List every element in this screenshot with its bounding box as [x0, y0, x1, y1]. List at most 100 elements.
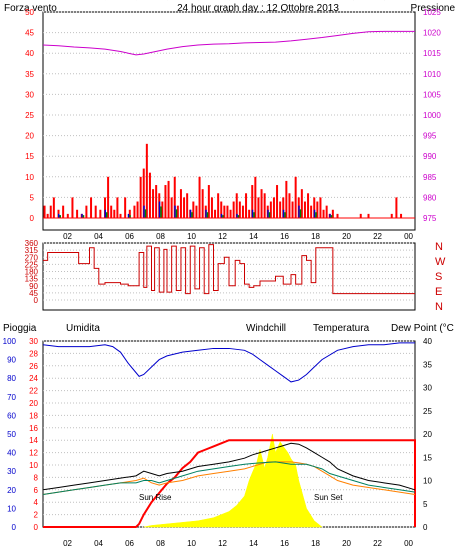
- rain-ytick-label: 6: [34, 486, 39, 495]
- rain-ytick-label: 26: [29, 362, 38, 371]
- temperature-ytick-label: 25: [423, 407, 432, 416]
- pressure-ytick-label: 1015: [423, 49, 441, 58]
- pressure-ytick-label: 1020: [423, 29, 441, 38]
- wind-bar: [251, 185, 254, 218]
- wind-bar: [303, 201, 306, 218]
- pressure-ytick-label: 995: [423, 132, 437, 141]
- direction-ytick-label: 360: [25, 239, 39, 248]
- wind-bar: [62, 205, 65, 218]
- gridlines: [43, 11, 415, 528]
- wind-gust-bar: [59, 215, 61, 218]
- weather-panel: [42, 340, 416, 528]
- legend-dewpoint: Dew Point (°C: [391, 323, 454, 334]
- rain-ytick-label: 10: [29, 461, 38, 470]
- wind-bar: [198, 176, 201, 218]
- pressure-ytick-label: 975: [423, 214, 437, 223]
- pressure-ytick-label: 1000: [423, 111, 441, 120]
- wind-bar: [186, 193, 189, 218]
- wind-bar: [148, 172, 151, 218]
- wind-bar: [52, 197, 55, 218]
- humidity-ytick-label: 90: [7, 356, 16, 365]
- wind-gust-bar: [237, 215, 240, 218]
- weather-xtick-label: 10: [187, 539, 196, 548]
- wind-xtick-label: 00: [404, 232, 413, 241]
- wind-bar: [390, 213, 393, 218]
- wind-xtick-label: 22: [373, 232, 382, 241]
- wind-bar: [201, 189, 204, 218]
- wind-gust-bar: [299, 209, 302, 218]
- compass-label: W: [435, 256, 446, 268]
- weather-xtick-label: 16: [280, 539, 289, 548]
- legend-windchill: Windchill: [246, 323, 286, 334]
- dewpoint-line: [42, 461, 416, 495]
- wind-bar: [245, 193, 248, 218]
- direction-ytick-label: 90: [29, 282, 38, 291]
- wind-bar: [220, 201, 223, 218]
- wind-bar: [214, 209, 217, 218]
- wind-bar: [133, 205, 136, 218]
- wind-bar: [359, 213, 362, 218]
- wind-avg-bar: [81, 213, 83, 218]
- pressure-ytick-label: 990: [423, 152, 437, 161]
- weather-xtick-label: 04: [94, 539, 103, 548]
- humidity-ytick-label: 10: [7, 504, 16, 513]
- wind-ytick-label: 10: [25, 173, 34, 182]
- wind-xtick-label: 18: [311, 232, 320, 241]
- wind-bar: [226, 205, 229, 218]
- humidity-ytick-label: 70: [7, 393, 16, 402]
- humidity-ytick-label: 50: [7, 430, 16, 439]
- wind-avg-bar: [329, 213, 331, 218]
- wind-bar: [395, 197, 398, 218]
- wind-bar: [235, 193, 238, 218]
- wind-gust-bar: [268, 212, 271, 218]
- wind-bar: [210, 197, 213, 218]
- wind-xtick-label: 08: [156, 232, 165, 241]
- wind-bar: [288, 193, 291, 218]
- wind-bar: [192, 201, 195, 218]
- direction-line: [43, 244, 415, 295]
- weather-xtick-label: 22: [373, 539, 382, 548]
- wind-bar: [316, 201, 319, 218]
- rain-ytick-label: 24: [29, 374, 38, 383]
- humidity-ytick-label: 30: [7, 467, 16, 476]
- wind-gust-bar: [253, 212, 255, 218]
- rain-ytick-label: 12: [29, 449, 38, 458]
- wind-bar: [217, 193, 220, 218]
- solar-area: [143, 433, 323, 528]
- wind-ytick-label: 5: [30, 193, 35, 202]
- wind-gust-bar: [315, 212, 317, 218]
- temperature-ytick-label: 10: [423, 477, 432, 486]
- wind-bar: [319, 197, 322, 218]
- wind-bar: [241, 205, 244, 218]
- graph-title: 24 hour graph day : 12 Ottobre 2013: [177, 3, 339, 14]
- wind-bar: [107, 176, 110, 218]
- direction-ytick-label: 0: [34, 296, 39, 305]
- wind-bar: [325, 205, 328, 218]
- wind-avg-bar: [189, 209, 192, 218]
- humidity-line: [42, 342, 415, 383]
- wind-bar: [104, 197, 106, 218]
- legend-rain: Pioggia: [3, 323, 37, 334]
- weather-xtick-label: 12: [218, 539, 227, 548]
- wind-bar: [285, 180, 288, 218]
- wind-gust-bar: [330, 215, 333, 218]
- direction-ytick-label: 45: [29, 289, 38, 298]
- wind-bar: [71, 197, 74, 218]
- wind-bar: [145, 143, 148, 218]
- rain-ytick-label: 22: [29, 387, 38, 396]
- wind-bar: [155, 185, 158, 218]
- wind-bar: [76, 209, 79, 218]
- wind-bar: [322, 209, 325, 218]
- pressure-line: [42, 30, 415, 56]
- wind-bar: [85, 205, 88, 218]
- wind-avg-bar: [236, 213, 238, 218]
- temperature-ytick-label: 20: [423, 430, 432, 439]
- wind-bar: [124, 197, 127, 218]
- wind-gust-bar: [106, 212, 108, 218]
- wind-bar: [183, 197, 186, 218]
- plot-marks: [42, 30, 416, 528]
- rain-ytick-label: 18: [29, 411, 38, 420]
- weather-xtick-label: 06: [125, 539, 134, 548]
- wind-bar: [161, 201, 164, 218]
- wind-bar: [232, 201, 235, 218]
